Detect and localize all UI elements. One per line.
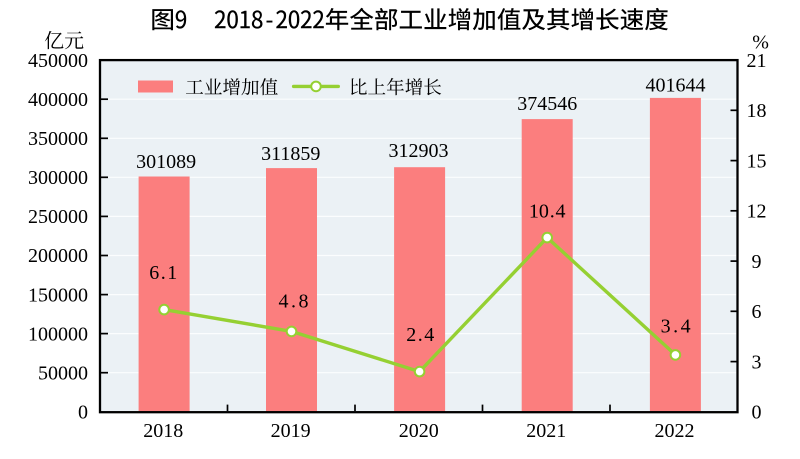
svg-text:%: % <box>752 32 769 54</box>
svg-text:18: 18 <box>747 100 767 122</box>
svg-text:350000: 350000 <box>28 128 88 150</box>
svg-text:301089: 301089 <box>136 151 196 173</box>
svg-text:200000: 200000 <box>28 245 88 267</box>
svg-text:2018: 2018 <box>143 420 183 442</box>
svg-text:250000: 250000 <box>28 206 88 228</box>
svg-text:401644: 401644 <box>646 75 706 97</box>
svg-text:450000: 450000 <box>28 50 88 72</box>
svg-text:4.8: 4.8 <box>279 291 309 313</box>
svg-text:311859: 311859 <box>261 143 320 165</box>
svg-text:3: 3 <box>752 351 762 373</box>
svg-text:3.4: 3.4 <box>661 316 691 338</box>
svg-text:6: 6 <box>752 301 762 323</box>
svg-text:2022: 2022 <box>655 420 695 442</box>
svg-text:374546: 374546 <box>517 93 577 115</box>
svg-text:0: 0 <box>752 402 762 424</box>
svg-text:100000: 100000 <box>28 323 88 345</box>
svg-text:2020: 2020 <box>399 420 439 442</box>
svg-text:10.4: 10.4 <box>529 200 566 222</box>
svg-text:400000: 400000 <box>28 89 88 111</box>
svg-text:2.4: 2.4 <box>406 324 434 346</box>
svg-text:300000: 300000 <box>28 167 88 189</box>
svg-text:6.1: 6.1 <box>149 262 177 284</box>
svg-text:9: 9 <box>752 251 762 273</box>
svg-text:12: 12 <box>747 201 767 223</box>
svg-text:150000: 150000 <box>28 284 88 306</box>
svg-text:2021: 2021 <box>526 420 566 442</box>
svg-text:0: 0 <box>78 402 88 424</box>
svg-text:21: 21 <box>747 50 767 72</box>
svg-text:2019: 2019 <box>271 420 311 442</box>
svg-text:15: 15 <box>747 150 767 172</box>
svg-text:312903: 312903 <box>389 140 449 162</box>
svg-text:50000: 50000 <box>38 362 88 384</box>
